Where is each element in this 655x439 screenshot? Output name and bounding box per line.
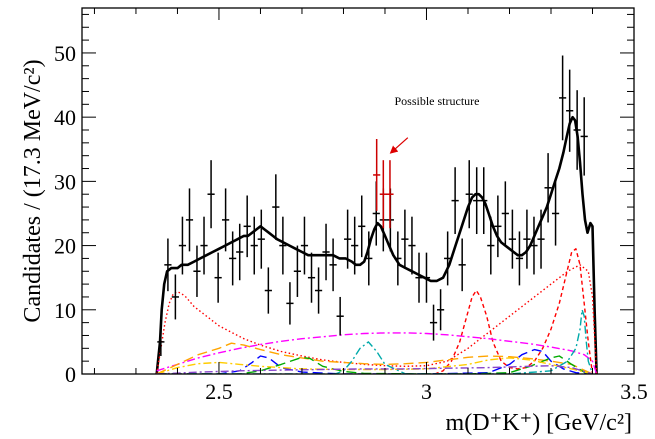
fit-component-1 <box>156 264 598 374</box>
data-point <box>279 216 287 275</box>
data-point <box>437 289 445 331</box>
data-point <box>551 181 560 246</box>
data-point <box>458 238 466 292</box>
data-point <box>207 160 215 229</box>
fit-component-8 <box>156 357 593 374</box>
fit-component-9 <box>156 365 593 374</box>
y-tick-label: 50 <box>54 41 76 66</box>
data-point <box>408 216 416 275</box>
data-point <box>566 69 574 152</box>
data-point <box>580 97 588 176</box>
data-point <box>314 267 323 314</box>
fit-component-3 <box>156 332 598 374</box>
y-axis-title: Candidates / (17.3 MeV/c²) <box>20 59 46 322</box>
annotation: Possible structure <box>389 94 480 154</box>
x-tick-label: 3.5 <box>620 379 648 404</box>
axis-tick-labels: 2.5 3 3.5 0 10 20 30 40 50 <box>54 41 648 404</box>
data-point <box>573 90 581 170</box>
x-tick-label: 2.5 <box>205 379 233 404</box>
data-point <box>157 327 165 357</box>
data-point <box>229 231 237 286</box>
y-tick-label: 10 <box>54 298 76 323</box>
data-point <box>559 55 567 141</box>
data-point <box>300 216 309 275</box>
data-point <box>444 231 452 286</box>
axis-ticks <box>82 8 635 375</box>
data-point <box>257 209 265 269</box>
data-point <box>473 167 481 235</box>
data-points <box>157 55 588 357</box>
y-tick-label: 0 <box>65 362 76 387</box>
data-point <box>293 245 301 297</box>
fit-component-5 <box>156 348 593 374</box>
data-point <box>365 231 373 286</box>
data-point <box>286 282 294 325</box>
data-point <box>272 174 280 240</box>
fit-component-7 <box>156 309 594 374</box>
data-point <box>537 209 545 269</box>
data-point <box>523 209 531 269</box>
data-point <box>171 274 179 320</box>
total-fit-curve <box>155 115 598 374</box>
data-point <box>193 245 201 297</box>
y-tick-label: 30 <box>54 169 76 194</box>
x-axis-title: m(D⁺K⁺) [GeV/c²] <box>446 410 632 436</box>
data-point <box>465 160 473 229</box>
data-point <box>164 238 172 292</box>
fit-component-4 <box>156 342 593 374</box>
data-point <box>501 181 509 246</box>
data-point <box>422 252 431 303</box>
data-point <box>264 267 272 314</box>
fit-component-2 <box>434 248 594 374</box>
x-tick-label: 3 <box>421 379 432 404</box>
data-point <box>351 216 359 275</box>
data-point <box>178 216 187 275</box>
data-point <box>236 223 244 281</box>
data-point <box>401 209 409 269</box>
highlighted-data-point <box>386 160 394 229</box>
data-point <box>394 231 402 286</box>
annotation-arrow <box>389 137 409 154</box>
highlighted-data-point <box>373 138 381 211</box>
y-tick-label: 40 <box>54 105 76 130</box>
data-point <box>508 209 516 269</box>
data-point <box>322 223 330 281</box>
data-point <box>243 195 251 258</box>
data-point <box>415 252 423 303</box>
plot-frame <box>81 7 635 375</box>
data-point <box>530 216 538 275</box>
data-point <box>494 195 502 258</box>
data-point <box>480 167 488 235</box>
data-point <box>200 216 208 275</box>
highlighted-data-point <box>379 160 387 229</box>
data-point <box>487 216 495 275</box>
data-point <box>544 153 552 223</box>
data-point <box>329 238 337 292</box>
data-point <box>429 304 438 341</box>
highlighted-data-points <box>373 138 394 229</box>
data-point <box>515 231 524 286</box>
data-point <box>451 167 459 235</box>
data-point <box>344 209 352 269</box>
data-point <box>222 188 230 252</box>
data-point <box>358 195 366 258</box>
data-point <box>185 188 194 252</box>
data-point <box>250 216 258 275</box>
data-point <box>214 252 222 303</box>
data-point <box>336 296 344 336</box>
data-point <box>307 252 316 303</box>
annotation-text: Possible structure <box>395 94 480 108</box>
y-tick-label: 20 <box>54 234 76 259</box>
